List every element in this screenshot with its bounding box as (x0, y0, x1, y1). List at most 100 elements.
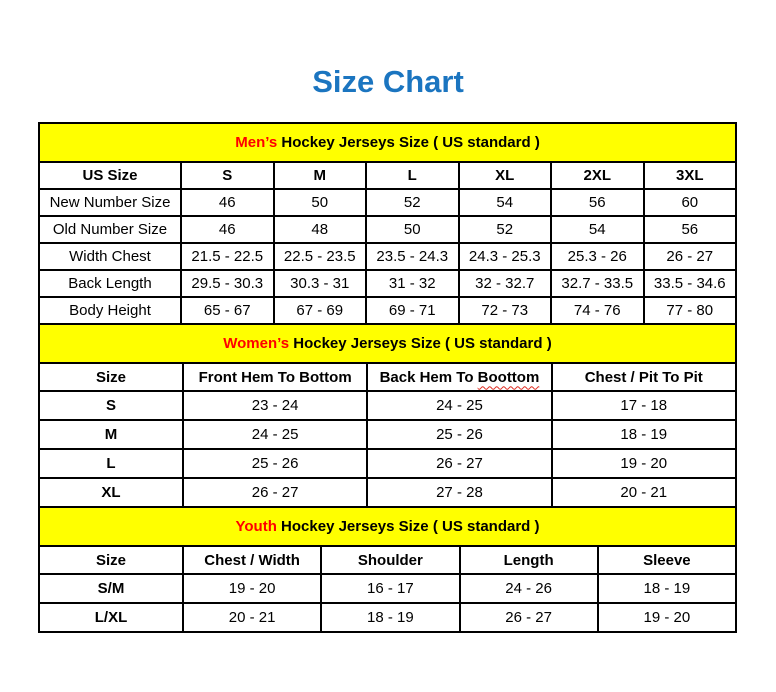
table-row: Back Length 29.5 - 30.3 30.3 - 31 31 - 3… (38, 269, 738, 298)
size-cell: 72 - 73 (457, 296, 552, 325)
row-label: M (38, 419, 184, 450)
table-row: XL 26 - 27 27 - 28 20 - 21 (38, 477, 737, 508)
table-row: Width Chest 21.5 - 22.5 22.5 - 23.5 23.5… (38, 242, 738, 271)
size-cell: 46 (180, 215, 275, 244)
column-header-m: M (272, 161, 367, 190)
misspelled-word: Boottom (477, 368, 540, 386)
size-chart-page: Size Chart Men’s Hockey Jerseys Size ( U… (0, 62, 776, 633)
size-cell: 30.3 - 31 (272, 269, 367, 298)
size-cell: 29.5 - 30.3 (180, 269, 275, 298)
size-cell: 54 (550, 215, 645, 244)
size-cell: 65 - 67 (180, 296, 275, 325)
table-row: L 25 - 26 26 - 27 19 - 20 (38, 448, 737, 479)
column-header-l: L (365, 161, 460, 190)
column-header-s: S (180, 161, 275, 190)
row-label: Width Chest (38, 242, 182, 271)
size-cell: 54 (457, 188, 552, 217)
column-header-chest-width: Chest / Width (181, 545, 323, 575)
row-label: Body Height (38, 296, 182, 325)
size-cell: 16 - 17 (320, 573, 461, 604)
table-row: Size Chest / Width Shoulder Length Sleev… (38, 545, 738, 575)
womens-heading-highlight: Women’s (223, 335, 294, 352)
column-header-xl: XL (457, 161, 552, 190)
column-header-chest-pit: Chest / Pit To Pit (550, 362, 737, 392)
column-header-3xl: 3XL (642, 161, 738, 190)
column-header-size: Size (38, 545, 184, 575)
column-header-2xl: 2XL (550, 161, 645, 190)
size-tables-container: Men’s Hockey Jerseys Size ( US standard … (37, 122, 738, 633)
row-label: Old Number Size (38, 215, 182, 244)
size-cell: 17 - 18 (550, 390, 737, 421)
size-cell: 56 (642, 215, 738, 244)
size-cell: 19 - 20 (550, 448, 737, 479)
size-cell: 33.5 - 34.6 (642, 269, 738, 298)
size-cell: 24 - 25 (181, 419, 369, 450)
size-cell: 24.3 - 25.3 (457, 242, 552, 271)
size-cell: 26 - 27 (366, 448, 553, 479)
size-cell: 20 - 21 (550, 477, 737, 508)
table-row: New Number Size 46 50 52 54 56 60 (38, 188, 738, 217)
size-cell: 50 (272, 188, 367, 217)
size-cell: 67 - 69 (272, 296, 367, 325)
size-cell: 46 (180, 188, 275, 217)
youth-section-header: Youth Hockey Jerseys Size ( US standard … (38, 506, 737, 547)
table-row: S 23 - 24 24 - 25 17 - 18 (38, 390, 737, 421)
mens-size-table: Men’s Hockey Jerseys Size ( US standard … (37, 122, 738, 325)
womens-section-header: Women’s Hockey Jerseys Size ( US standar… (38, 323, 737, 364)
size-cell: 19 - 20 (596, 602, 738, 633)
size-cell: 69 - 71 (365, 296, 460, 325)
size-cell: 20 - 21 (181, 602, 323, 633)
row-label: L (38, 448, 184, 479)
size-cell: 74 - 76 (550, 296, 645, 325)
size-cell: 31 - 32 (365, 269, 460, 298)
table-row: L/XL 20 - 21 18 - 19 26 - 27 19 - 20 (38, 602, 738, 633)
size-cell: 18 - 19 (596, 573, 738, 604)
size-cell: 26 - 27 (458, 602, 599, 633)
size-cell: 19 - 20 (181, 573, 323, 604)
size-cell: 24 - 25 (366, 390, 553, 421)
size-cell: 23.5 - 24.3 (365, 242, 460, 271)
womens-heading-text: Hockey Jerseys Size ( US standard ) (293, 335, 552, 352)
table-row: M 24 - 25 25 - 26 18 - 19 (38, 419, 737, 450)
mens-section-header: Men’s Hockey Jerseys Size ( US standard … (37, 122, 738, 163)
table-row: S/M 19 - 20 16 - 17 24 - 26 18 - 19 (38, 573, 738, 604)
mens-heading-highlight: Men’s (235, 134, 282, 151)
row-label: S (38, 390, 184, 421)
size-cell: 26 - 27 (642, 242, 738, 271)
size-cell: 52 (457, 215, 552, 244)
youth-heading-highlight: Youth (235, 518, 282, 535)
row-label: Back Length (38, 269, 182, 298)
size-cell: 18 - 19 (320, 602, 461, 633)
table-row: Men’s Hockey Jerseys Size ( US standard … (37, 122, 738, 163)
table-row: Youth Hockey Jerseys Size ( US standard … (38, 506, 737, 547)
size-cell: 56 (550, 188, 645, 217)
column-header-sleeve: Sleeve (596, 545, 738, 575)
table-row: Old Number Size 46 48 50 52 54 56 (38, 215, 738, 244)
column-header-back-hem-text: Back Hem To (379, 368, 478, 386)
size-cell: 48 (272, 215, 367, 244)
table-row: US Size S M L XL 2XL 3XL (38, 161, 738, 190)
column-header-back-hem: Back Hem To Boottom (366, 362, 553, 392)
size-cell: 23 - 24 (181, 390, 369, 421)
page-title: Size Chart (312, 64, 464, 99)
size-cell: 32 - 32.7 (457, 269, 552, 298)
size-cell: 27 - 28 (366, 477, 553, 508)
row-label: L/XL (38, 602, 184, 633)
table-row: Women’s Hockey Jerseys Size ( US standar… (38, 323, 737, 364)
size-cell: 50 (365, 215, 460, 244)
column-header-front-hem: Front Hem To Bottom (181, 362, 369, 392)
size-cell: 26 - 27 (181, 477, 369, 508)
youth-heading-text: Hockey Jerseys Size ( US standard ) (281, 518, 540, 535)
size-cell: 22.5 - 23.5 (272, 242, 367, 271)
row-label: New Number Size (38, 188, 182, 217)
mens-heading-text: Hockey Jerseys Size ( US standard ) (281, 134, 540, 151)
size-cell: 52 (365, 188, 460, 217)
table-row: Size Front Hem To Bottom Back Hem To Boo… (38, 362, 737, 392)
youth-size-table: Youth Hockey Jerseys Size ( US standard … (38, 506, 738, 633)
womens-size-table: Women’s Hockey Jerseys Size ( US standar… (38, 323, 737, 508)
size-cell: 60 (642, 188, 738, 217)
size-cell: 25 - 26 (181, 448, 369, 479)
size-cell: 25 - 26 (366, 419, 553, 450)
column-header-shoulder: Shoulder (320, 545, 461, 575)
size-cell: 77 - 80 (642, 296, 738, 325)
